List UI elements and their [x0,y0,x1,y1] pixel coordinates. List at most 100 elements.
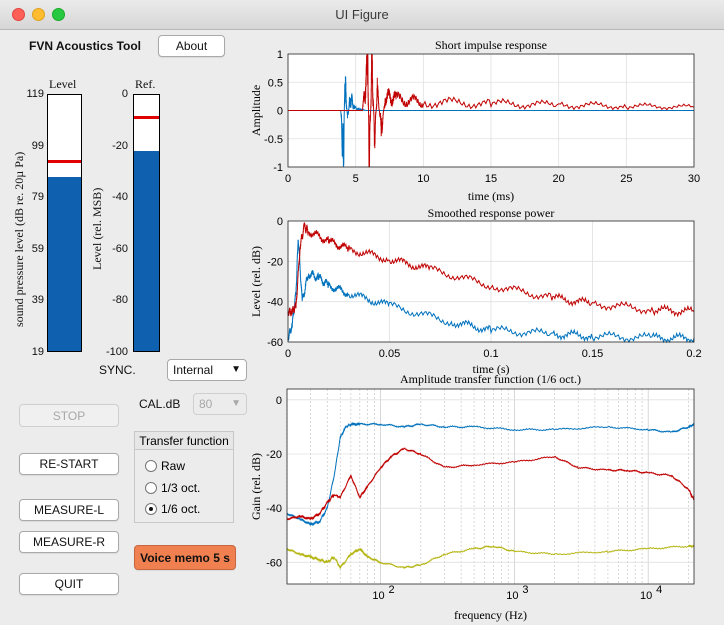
chart-2-xtick-exp: 2 [389,584,395,596]
chart-2-ytick: -20 [266,449,282,461]
chart-0-xtick: 20 [553,173,565,185]
sync-label: SYNC. [99,363,136,377]
chart-1-xtick: 0.15 [582,348,603,360]
chart-2-ytick: 0 [276,395,282,407]
chart-1-series-red [287,222,695,318]
chart-2-ylabel: Gain (rel. dB) [249,453,263,520]
window-titlebar: UI Figure [0,0,724,30]
chart-2-xtick: 10 [640,590,652,602]
chart-1-title: Smoothed response power [428,206,555,220]
stop-button[interactable]: STOP [19,404,119,427]
ref-meter-tick: -40 [112,191,128,204]
chart-0-ytick: 0.5 [268,77,283,89]
cal-db-label: CAL.dB [139,397,181,411]
minimize-window-icon[interactable] [32,8,45,21]
radio-third-octave-label: 1/3 oct. [161,481,201,495]
chart-0-frame [287,53,695,168]
sync-select-value: Internal [173,363,214,377]
level-meter-title: Level [49,77,77,91]
ref-meter-fill [134,151,159,351]
chart-0-ylabel: Amplitude [249,85,263,136]
chart-2-xtick: 10 [372,590,384,602]
level-meter-tick: 59 [31,242,44,255]
chart-0-ytick: 0 [277,106,283,118]
chart-0-xlabel: time (ms) [468,189,514,203]
level-meter-tick: 119 [26,88,44,100]
chart-0-xtick: 5 [353,173,359,185]
ref-meter-tick: -100 [105,346,128,358]
radio-third-octave[interactable]: 1/3 oct. [145,480,200,496]
chart-1-ytick: -20 [267,256,283,268]
chart-1-xtick: 0.2 [686,348,701,360]
cal-db-select[interactable]: 80 ▼ [193,393,247,415]
level-meter-tick: 99 [31,139,44,152]
chart-1-frame [287,220,695,343]
chart-2-background [287,389,694,584]
chart-2-xlabel: frequency (Hz) [454,608,527,622]
transfer-function-panel: Transfer function Raw 1/3 oct. 1/6 oct. [134,431,234,523]
sync-select[interactable]: Internal ▼ [167,359,247,381]
level-meter-tick: 19 [31,346,44,358]
transfer-function-title: Transfer function [135,432,233,450]
chart-0-ytick: -1 [273,162,283,174]
chart-2-xtick-exp: 4 [656,584,662,596]
chart-2-series-olive [286,544,695,570]
chart-2-xtick: 10 [506,590,518,602]
chart-0-xtick: 10 [417,173,429,185]
about-button[interactable]: About [158,35,225,57]
level-meter-marker [48,159,81,163]
chart-0-xtick: 0 [285,173,291,185]
chart-1-xtick: 0.05 [379,348,400,360]
chart-1-xlabel: time (s) [473,362,510,376]
chart-0-xtick: 15 [485,173,497,185]
cal-db-value: 80 [199,397,213,411]
chart-0-xtick: 25 [620,173,632,185]
radio-circle-icon [145,502,157,515]
chart-1-ylabel: Level (rel. dB) [249,246,263,317]
chart-1-xtick: 0 [285,348,291,360]
app-title: FVN Acoustics Tool [29,39,142,53]
voice-memo-button[interactable]: Voice memo 5 s [134,545,236,570]
radio-raw[interactable]: Raw [145,458,185,474]
radio-circle-icon [145,481,157,494]
radio-raw-label: Raw [161,459,186,473]
chart-0-title: Short impulse response [435,38,547,52]
close-window-icon[interactable] [12,8,25,21]
chart-2-ytick: -60 [266,557,282,569]
chart-0-ytick: 1 [277,49,283,61]
chart-1-xtick: 0.1 [483,348,498,360]
chart-0-ytick: -0.5 [264,134,283,146]
radio-sixth-octave-label: 1/6 oct. [161,502,201,516]
ref-meter-title: Ref. [135,77,156,91]
ref-meter [133,94,160,352]
chart-1-ytick: -60 [267,337,283,349]
chart-2-ytick: -40 [266,503,282,515]
zoom-window-icon[interactable] [52,8,65,21]
chevron-down-icon: ▼ [231,398,241,409]
restart-button[interactable]: RE-START [19,453,119,475]
chart-2-xtick-exp: 3 [522,584,528,596]
ref-meter-tick: 0 [121,88,128,100]
radio-sixth-octave[interactable]: 1/6 oct. [145,501,200,517]
chart-2-series-blue [286,422,695,527]
chart-2-title: Amplitude transfer function (1/6 oct.) [400,372,581,386]
level-meter-tick: 79 [31,191,44,204]
chart-0-series-red [288,53,695,168]
level-meter-tick: 39 [31,294,44,307]
chart-2-series-red [286,447,695,521]
radio-circle-icon [145,459,157,472]
chart-1-ytick: -40 [267,297,283,309]
measure-r-button[interactable]: MEASURE-R [19,531,119,553]
ref-meter-marker [134,116,159,120]
quit-button[interactable]: QUIT [19,573,119,595]
measure-l-button[interactable]: MEASURE-L [19,499,119,521]
level-meter-fill [48,176,81,351]
window-title: UI Figure [335,7,389,22]
chart-1-ytick: 0 [277,216,283,228]
level-meter [47,94,82,352]
ref-meter-tick: -20 [112,139,128,152]
chart-1-series-blue [287,239,695,344]
ref-meter-tick: -80 [112,294,128,307]
chart-2-frame [286,388,695,585]
